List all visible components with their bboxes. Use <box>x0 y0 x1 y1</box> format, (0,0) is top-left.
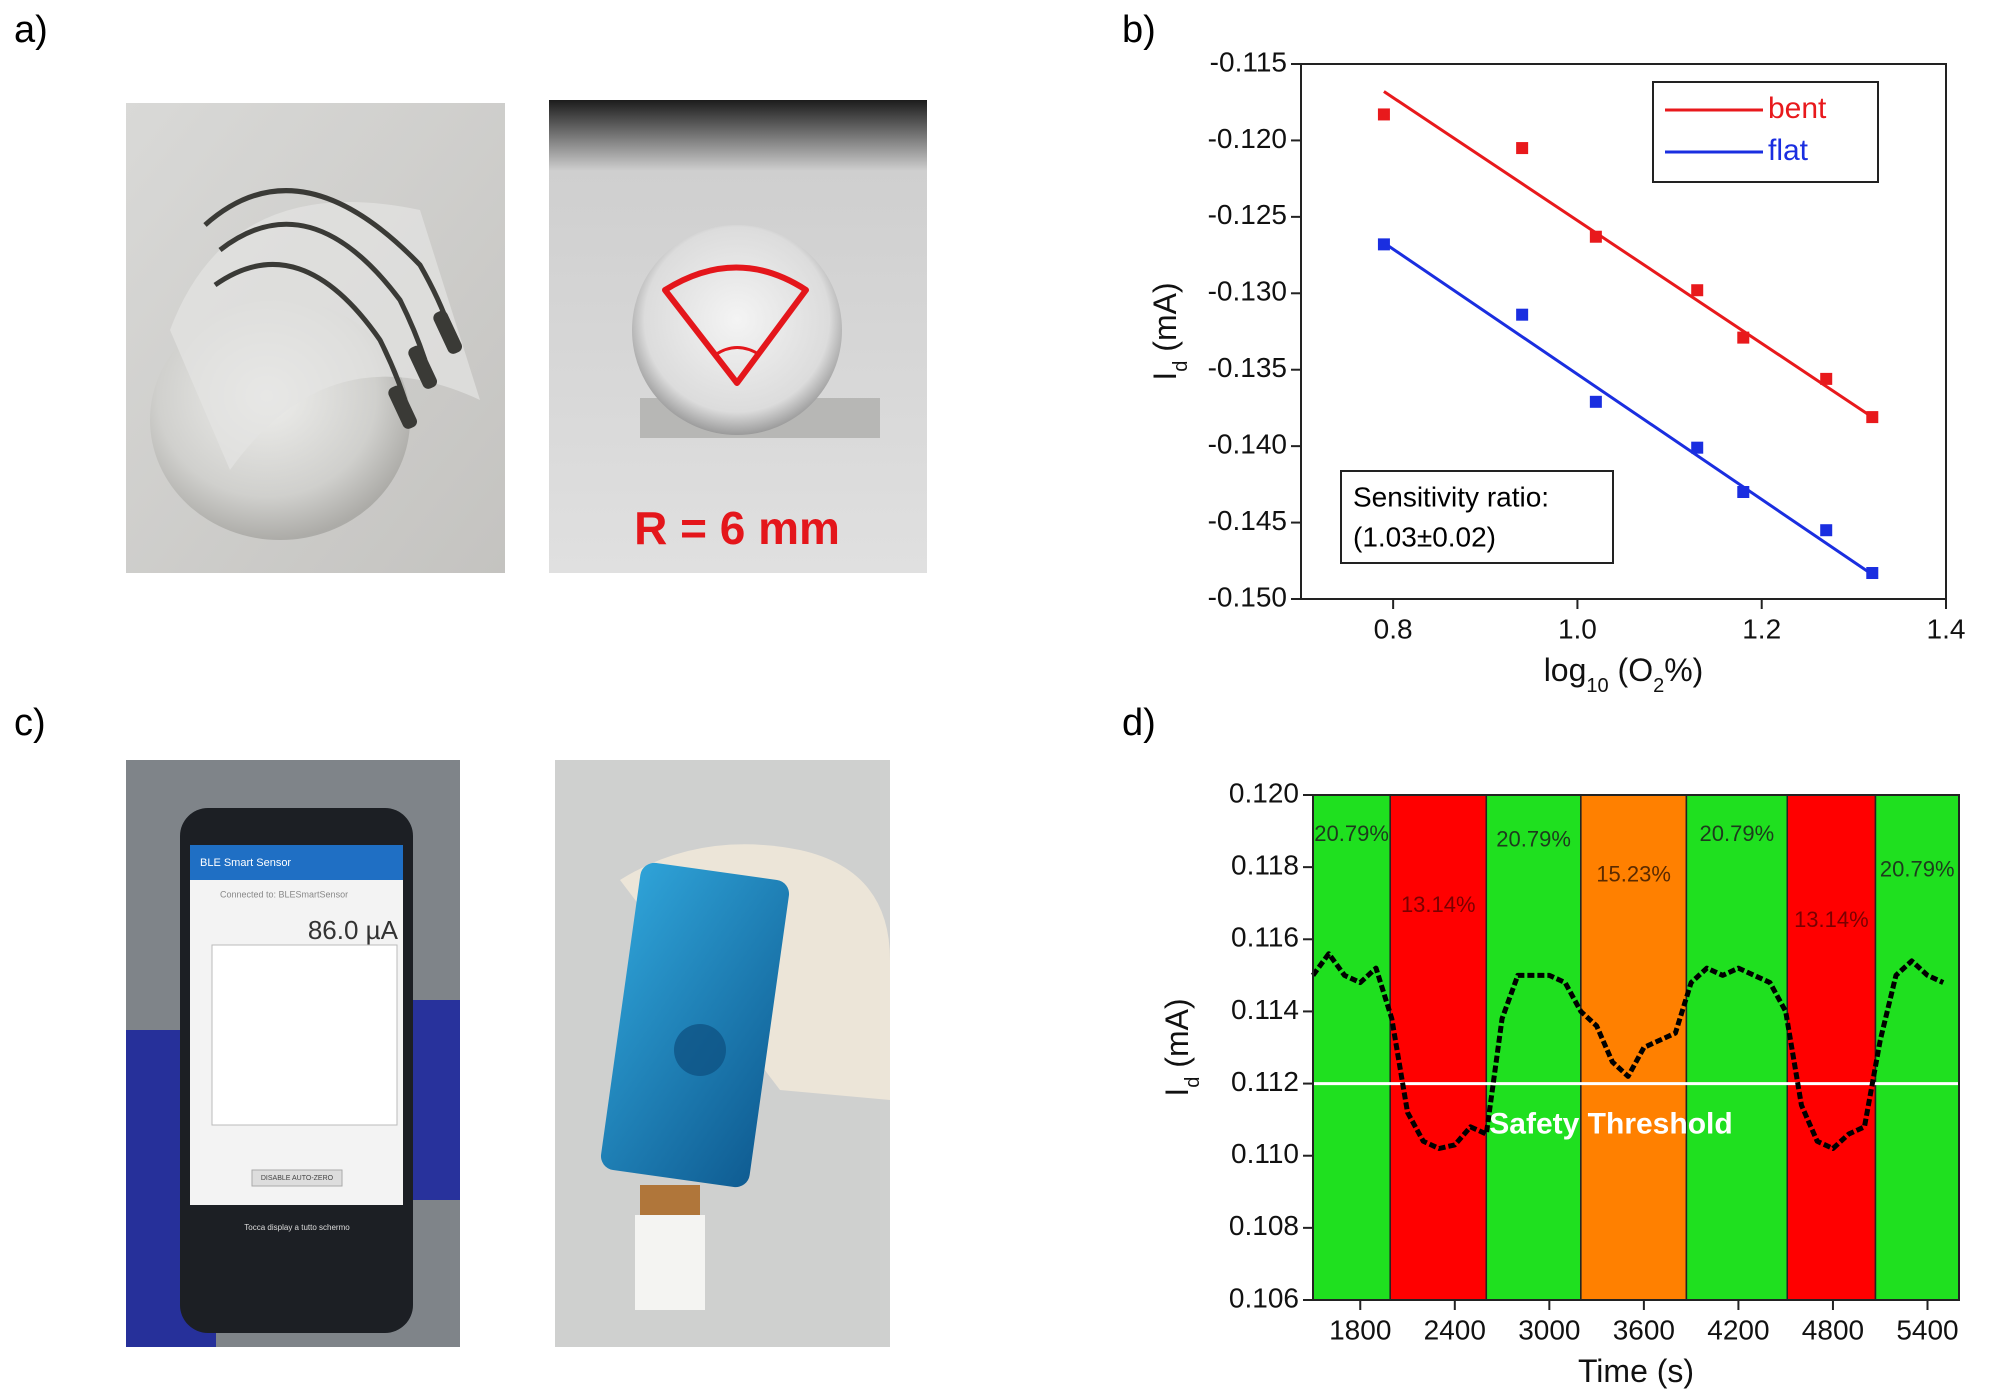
data-point <box>1866 411 1879 424</box>
x-tick-label: 1800 <box>1329 1314 1391 1345</box>
signal-line <box>1310 951 1945 1151</box>
data-point <box>1737 486 1750 498</box>
x-tick-label: 1.2 <box>1742 613 1781 644</box>
x-tick-label: 4200 <box>1707 1314 1769 1345</box>
exposure-band <box>1485 794 1582 1301</box>
y-tick-label: -0.130 <box>1208 276 1287 307</box>
app-hint: Tocca display a tutto schermo <box>244 1223 350 1232</box>
panel-label: b) <box>1122 9 1156 51</box>
x-axis-label-part: Time (s) <box>1578 1353 1694 1389</box>
band-label: 20.79% <box>1496 826 1571 851</box>
y-tick-label: 0.118 <box>1231 850 1299 881</box>
y-tick-label: -0.120 <box>1208 123 1287 154</box>
y-tick-label: 0.108 <box>1229 1210 1299 1241</box>
y-tick-label: 0.106 <box>1229 1282 1299 1313</box>
y-tick-label: -0.115 <box>1210 46 1287 77</box>
y-tick-label: 0.116 <box>1231 922 1299 953</box>
y-axis-label-part: d <box>1182 1077 1204 1088</box>
data-point <box>1866 567 1879 580</box>
exposure-band <box>1580 794 1688 1301</box>
band-label: 20.79% <box>1880 857 1955 882</box>
data-point <box>1377 238 1390 251</box>
y-axis-label-part: I <box>1159 1088 1195 1097</box>
exposure-band <box>1874 794 1960 1301</box>
y-axis-label-part: I <box>1147 372 1183 381</box>
y-tick-label: -0.140 <box>1208 429 1287 460</box>
data-point <box>1516 142 1529 155</box>
exposure-band <box>1685 794 1789 1301</box>
y-axis-label-part: (mA) <box>1159 998 1195 1076</box>
threshold-label: Safety Threshold <box>1489 1107 1732 1140</box>
fit-line <box>1383 90 1874 419</box>
y-tick-label: -0.125 <box>1208 199 1287 230</box>
y-tick-label: -0.145 <box>1208 505 1287 536</box>
band-label: 13.14% <box>1794 907 1869 932</box>
app-title: BLE Smart Sensor <box>200 857 291 869</box>
x-tick-label: 0.8 <box>1374 613 1413 644</box>
annotation: Sensitivity ratio: <box>1353 481 1549 512</box>
app-button: DISABLE AUTO-ZERO <box>261 1175 334 1182</box>
annotation-box <box>1340 470 1614 564</box>
plot-frame <box>1312 794 1960 1301</box>
exposure-band <box>1389 794 1488 1301</box>
band-label: 20.79% <box>1314 821 1389 846</box>
y-tick-label: 0.112 <box>1231 1066 1299 1097</box>
data-point <box>1820 524 1833 537</box>
x-tick-label: 5400 <box>1896 1314 1958 1345</box>
annotation: (1.03±0.02) <box>1353 521 1496 552</box>
photo-sphere: R = 6 mm <box>549 100 927 573</box>
x-axis-label: Time (s) <box>1578 1353 1694 1389</box>
photo-bent-sensor <box>126 103 505 573</box>
x-axis-label: log10 (O2%) <box>1544 652 1704 697</box>
y-tick-label: 0.120 <box>1229 777 1299 808</box>
panel-label: c) <box>14 702 46 744</box>
data-point <box>1691 441 1704 454</box>
x-tick-label: 4800 <box>1802 1314 1864 1345</box>
y-axis-label-part: (mA) <box>1147 282 1183 360</box>
x-tick-label: 3000 <box>1518 1314 1580 1345</box>
band-label: 20.79% <box>1700 821 1775 846</box>
legend-label: flat <box>1768 134 1809 167</box>
y-tick-label: -0.150 <box>1208 581 1287 612</box>
panel-label: a) <box>14 9 48 51</box>
data-point <box>1737 331 1750 344</box>
data-point <box>1516 308 1529 321</box>
y-tick-label: -0.135 <box>1208 352 1287 383</box>
x-axis-label-part: %) <box>1664 652 1703 688</box>
photo-device <box>555 760 890 1347</box>
legend-box <box>1652 81 1879 183</box>
exposure-band <box>1786 794 1877 1301</box>
x-axis-label-part: log <box>1544 652 1587 688</box>
y-axis-label: Id (mA) <box>1159 998 1204 1096</box>
photo-phone: BLE Smart Sensor Connected to: BLESmartS… <box>126 760 460 1347</box>
y-axis-label: Id (mA) <box>1147 282 1192 380</box>
x-axis-label-part: 2 <box>1653 675 1664 697</box>
y-tick-label: 0.110 <box>1231 1138 1299 1169</box>
x-axis-label-part: (O <box>1609 652 1653 688</box>
app-reading: 86.0 µA <box>308 915 399 945</box>
x-tick-label: 1.4 <box>1927 613 1966 644</box>
radius-label: R = 6 mm <box>634 502 840 554</box>
band-label: 13.14% <box>1401 892 1476 917</box>
data-point <box>1589 230 1602 243</box>
x-tick-label: 1.0 <box>1558 613 1597 644</box>
y-tick-label: 0.114 <box>1231 994 1299 1025</box>
exposure-band <box>1312 794 1391 1301</box>
panel-label: d) <box>1122 702 1156 744</box>
x-tick-label: 3600 <box>1613 1314 1675 1345</box>
app-status: Connected to: BLESmartSensor <box>220 889 348 899</box>
data-point <box>1589 395 1602 408</box>
legend-label: bent <box>1768 92 1827 125</box>
data-point <box>1820 372 1833 385</box>
x-axis-label-part: 10 <box>1586 675 1608 697</box>
plot-frame <box>1300 63 1947 600</box>
data-point <box>1377 108 1390 121</box>
y-axis-label-part: d <box>1170 361 1192 372</box>
data-point <box>1691 284 1704 297</box>
x-tick-label: 2400 <box>1424 1314 1486 1345</box>
band-label: 15.23% <box>1596 862 1671 887</box>
fit-line <box>1383 241 1874 576</box>
